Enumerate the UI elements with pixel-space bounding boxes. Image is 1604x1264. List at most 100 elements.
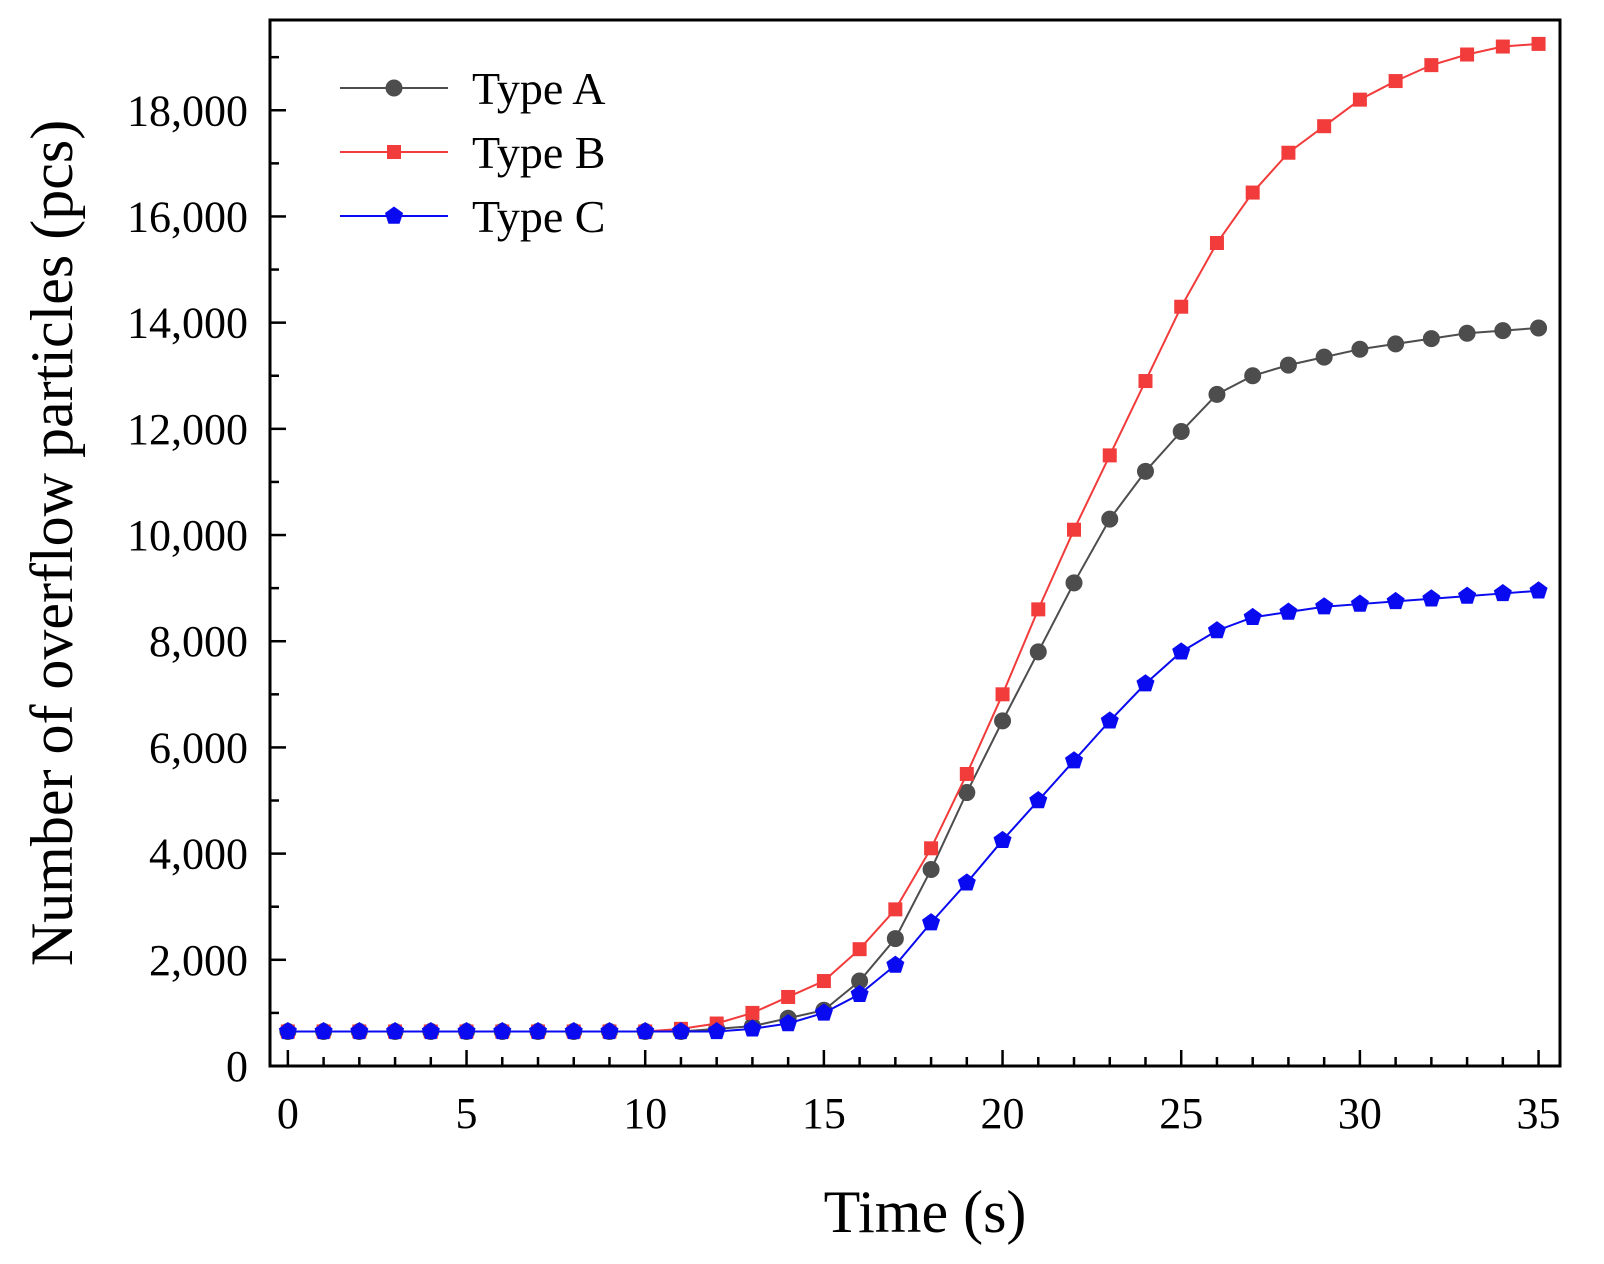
series-type-a	[279, 319, 1548, 1040]
data-point	[1029, 791, 1048, 809]
data-point	[850, 984, 869, 1003]
data-point	[1064, 751, 1084, 769]
axis-layer: 0 5 10 15 20 25 30 35 0 2,000 4,000 6,000 8,000 10,00…	[19, 55, 1561, 1245]
data-point	[1315, 597, 1334, 615]
data-point	[886, 955, 905, 973]
data-point	[1065, 574, 1083, 592]
data-point	[1352, 92, 1367, 107]
legend-marker	[387, 145, 401, 159]
data-point	[1244, 367, 1262, 385]
data-point	[1351, 340, 1369, 358]
data-point	[1067, 522, 1082, 537]
x-tick-label: 10	[623, 1089, 667, 1138]
data-point	[1031, 602, 1046, 617]
data-point	[745, 1005, 760, 1020]
data-point	[564, 1021, 583, 1040]
data-point	[350, 1021, 369, 1040]
data-point	[493, 1021, 512, 1040]
data-point	[1209, 236, 1224, 251]
data-point	[1458, 324, 1476, 342]
x-tick-label: 15	[802, 1089, 846, 1138]
legend-marker	[384, 206, 404, 224]
data-point	[1136, 462, 1154, 480]
series-type-c	[278, 581, 1548, 1040]
data-point	[278, 1021, 297, 1040]
data-point	[457, 1021, 476, 1040]
data-point	[1317, 119, 1332, 134]
data-point	[1495, 39, 1510, 54]
data-point	[1493, 583, 1512, 602]
data-point	[957, 873, 976, 891]
series-line	[287, 326, 1539, 1033]
data-point	[1460, 47, 1475, 62]
data-point	[1281, 145, 1296, 160]
data-point	[995, 687, 1010, 702]
data-point	[922, 861, 940, 879]
y-axis-title: Number of overflow particles (pcs)	[19, 120, 85, 966]
data-point	[1029, 643, 1047, 661]
data-point	[1172, 642, 1191, 660]
data-point	[922, 913, 941, 931]
data-point	[1422, 589, 1441, 607]
data-point	[1350, 594, 1369, 612]
data-point	[1208, 385, 1226, 403]
data-point	[779, 1014, 798, 1032]
y-tick-label: 12,000	[127, 405, 248, 454]
data-point	[1172, 422, 1190, 440]
plot-layer	[268, 18, 1562, 1068]
data-point	[1102, 448, 1117, 463]
legend-label: Type B	[472, 127, 606, 178]
data-point	[781, 989, 796, 1004]
data-point	[1279, 356, 1297, 374]
y-tick-label: 18,000	[127, 86, 248, 135]
data-point	[924, 841, 939, 856]
data-point	[1207, 621, 1226, 639]
data-point	[814, 1003, 833, 1021]
data-point	[1422, 330, 1440, 348]
data-point	[636, 1021, 655, 1040]
data-point	[1388, 74, 1403, 89]
data-point	[994, 712, 1012, 730]
data-point	[743, 1019, 762, 1037]
legend-item-type-c: Type C	[340, 191, 606, 242]
y-tick-label: 10,000	[127, 511, 248, 560]
data-point	[1279, 602, 1298, 620]
data-point	[671, 1021, 690, 1040]
series-line	[287, 589, 1539, 1033]
legend-label: Type A	[472, 63, 606, 114]
data-point	[528, 1021, 548, 1040]
data-point	[888, 902, 903, 917]
y-tick-label: 6,000	[149, 723, 248, 772]
data-point	[707, 1021, 726, 1040]
data-point	[1138, 374, 1153, 389]
x-tick-label: 20	[981, 1089, 1025, 1138]
data-point	[1387, 335, 1405, 353]
data-point	[314, 1021, 333, 1040]
x-tick-label: 5	[456, 1089, 478, 1138]
data-point	[886, 930, 904, 948]
data-point	[1315, 348, 1333, 366]
data-point	[1458, 586, 1477, 604]
data-point	[1101, 510, 1119, 528]
data-point	[852, 942, 867, 957]
data-point	[1245, 185, 1260, 200]
x-tick-label: 0	[277, 1089, 299, 1138]
plot-frame	[268, 18, 1562, 1068]
y-tick-label: 16,000	[127, 192, 248, 241]
legend-item-type-a: Type A	[340, 63, 606, 114]
x-tick-label: 30	[1338, 1089, 1382, 1138]
y-tick-label: 14,000	[127, 299, 248, 348]
data-point	[421, 1021, 440, 1040]
legend-label: Type C	[472, 191, 606, 242]
data-point	[1243, 607, 1262, 626]
data-point	[600, 1021, 619, 1040]
data-point	[386, 1021, 405, 1040]
y-tick-label: 4,000	[149, 830, 248, 879]
legend-item-type-b: Type B	[340, 127, 606, 178]
x-tick-label: 35	[1517, 1089, 1561, 1138]
y-tick-label: 0	[226, 1042, 248, 1091]
series-type-b	[280, 36, 1546, 1039]
legend-marker	[385, 79, 403, 97]
data-point	[959, 766, 974, 781]
